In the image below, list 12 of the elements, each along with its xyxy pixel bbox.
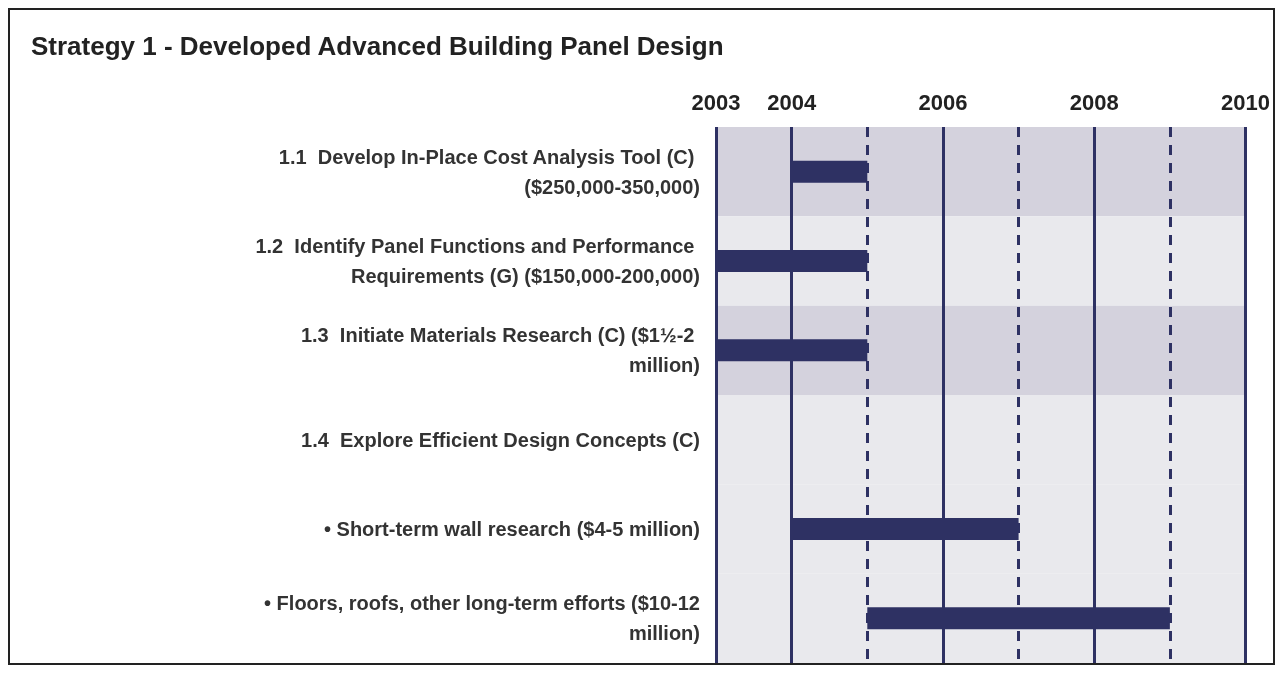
x-tick-label: 2003	[691, 89, 741, 115]
x-tick-label: 2006	[918, 89, 968, 115]
y-tick-label: 1.2 Identify Panel Functions and Performance Requirements (G) ($150,000-200,000)	[255, 235, 700, 287]
y-tick-label: 1.3 Initiate Materials Research (C) ($1½-2 million)	[300, 324, 700, 377]
x-tick-label: 2008	[1069, 89, 1119, 115]
y-tick-label: 1.1 Develop In-Place Cost Analysis Tool (C) ($250,000-350,000)	[278, 145, 700, 198]
x-tick-label: 2010	[1221, 89, 1271, 115]
x-tick-label: 2004	[767, 89, 817, 115]
y-tick-label: • Short-term wall research ($4-5 million)	[324, 518, 700, 540]
y-tick-label: 1.4 Explore Efficient Design Concepts (C)	[301, 428, 700, 451]
y-tick-label: • Floors, roofs, other long-term efforts ($10-12 million)	[264, 592, 700, 645]
text: Strategy 1 - Developed Advanced Building Panel Design	[31, 31, 724, 61]
